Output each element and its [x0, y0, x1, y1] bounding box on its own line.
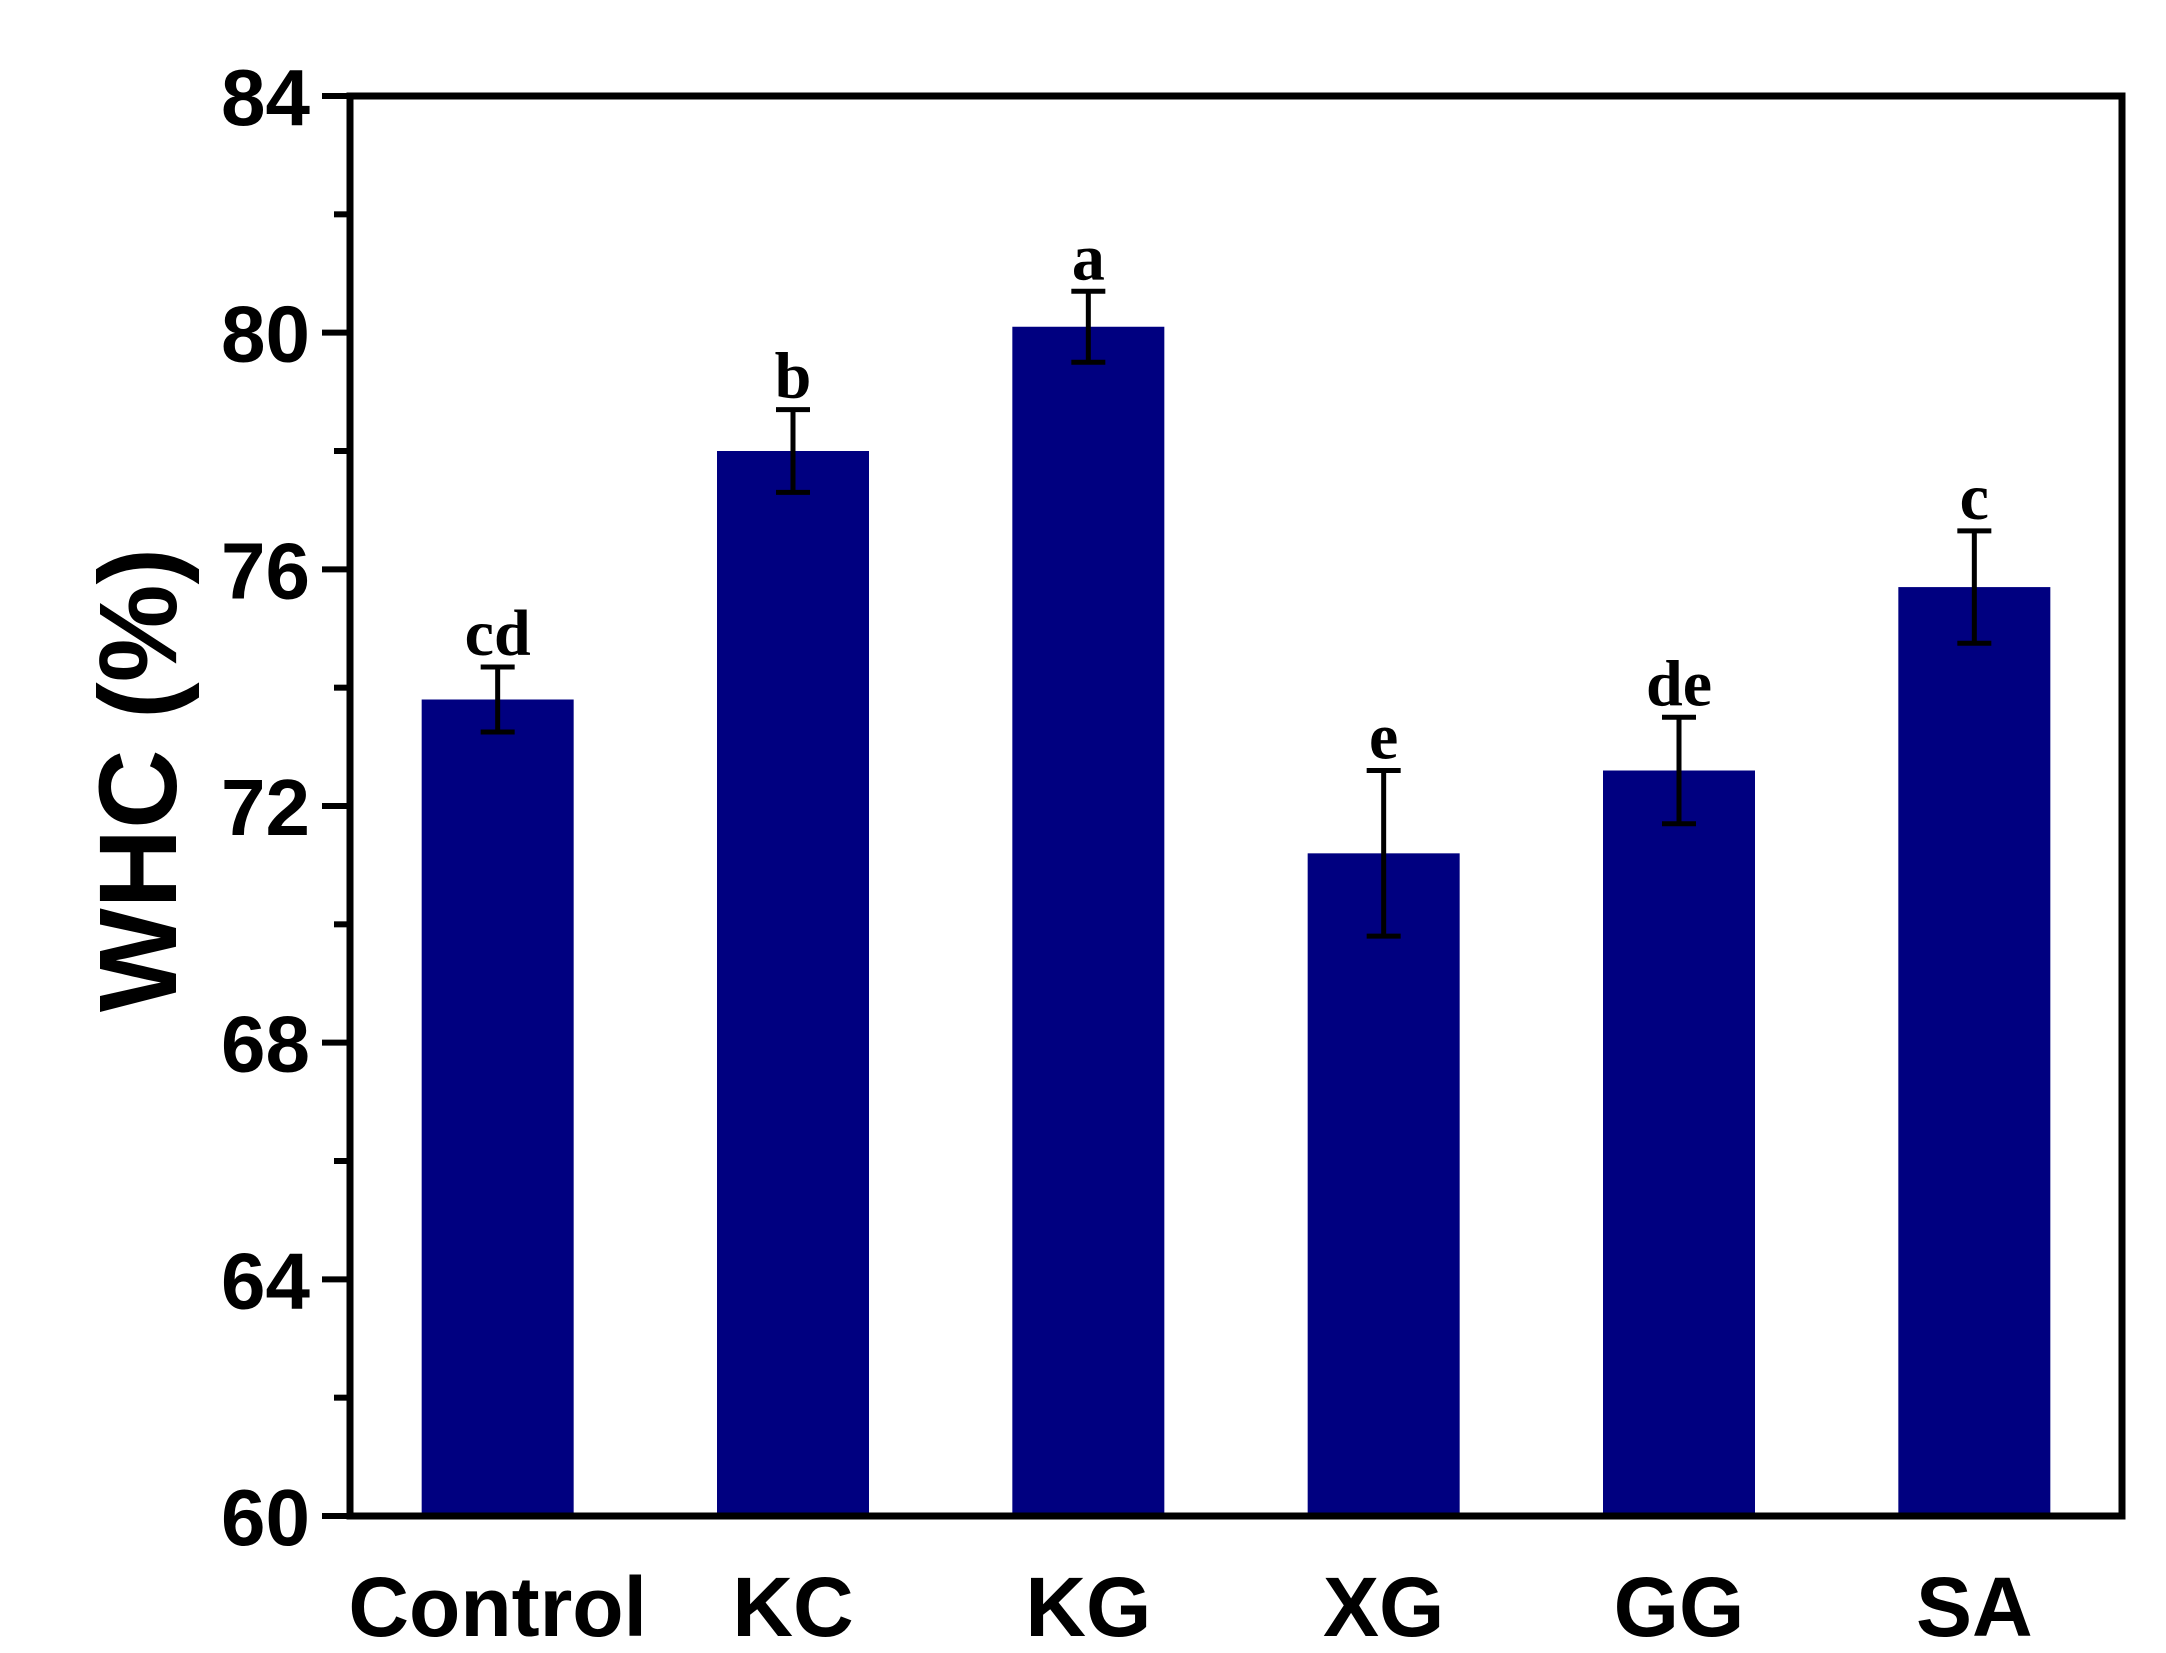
significance-letter-kg: a	[1072, 221, 1105, 294]
x-tick-label-sa: SA	[1916, 1560, 2033, 1653]
error-bars-group	[480, 288, 1992, 939]
bars-group	[421, 326, 2051, 1516]
significance-letter-xg: e	[1369, 701, 1398, 774]
x-tick-label-gg: GG	[1614, 1560, 1745, 1653]
bar-kg	[1012, 326, 1165, 1516]
x-tick-label-xg: XG	[1323, 1560, 1444, 1653]
y-tick-label-72: 72	[221, 763, 310, 852]
significance-letter-control: cd	[465, 597, 531, 670]
x-axis: Control KC KG XG GG SA	[348, 1560, 2032, 1653]
y-axis-title: WHC (%)	[77, 548, 200, 1012]
bar-kc	[717, 451, 869, 1516]
x-tick-label-kg: KG	[1025, 1560, 1151, 1653]
y-tick-label-84: 84	[221, 53, 310, 142]
bar-gg	[1603, 770, 1755, 1516]
significance-letter-gg: de	[1646, 647, 1712, 720]
y-tick-label-68: 68	[221, 1000, 310, 1089]
y-tick-label-76: 76	[221, 526, 310, 615]
bar-control	[421, 699, 574, 1516]
y-tick-label-60: 60	[221, 1473, 310, 1562]
significance-letters-group: cd b a e de c	[465, 221, 1989, 773]
significance-letter-sa: c	[1960, 461, 1989, 534]
x-tick-label-kc: KC	[732, 1560, 853, 1653]
y-tick-label-64: 64	[221, 1236, 310, 1325]
x-tick-label-control: Control	[348, 1560, 647, 1653]
plot-frame	[346, 92, 2126, 1520]
significance-letter-kc: b	[775, 340, 812, 413]
bar-sa	[1898, 587, 2051, 1516]
y-tick-label-80: 80	[221, 290, 310, 379]
bar-xg	[1307, 853, 1460, 1516]
y-axis: 60 64 68 72 76 80 84	[221, 53, 350, 1562]
